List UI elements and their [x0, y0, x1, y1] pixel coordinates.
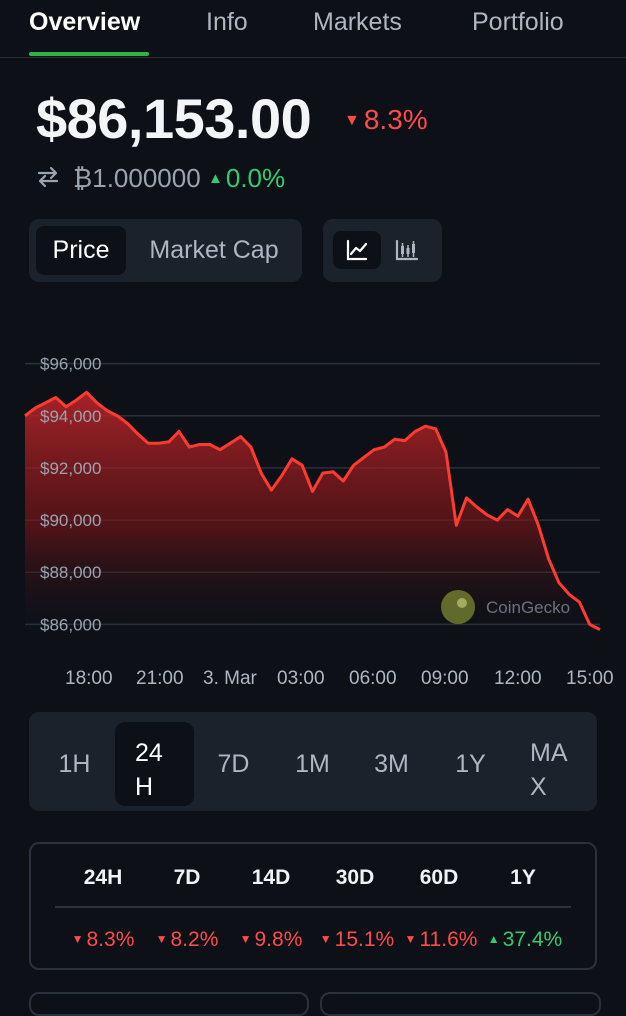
tab-bar: Overview Info Markets Portfolio — [0, 0, 626, 58]
performance-table: 24H 7D 14D 30D 60D 1Y ▼ 8.3% ▼ 8.2% ▼ 9.8% … — [29, 842, 597, 970]
watermark-text: CoinGecko — [486, 598, 570, 617]
range-label: 1M — [295, 750, 330, 778]
btc-change-value: 0.0% — [225, 163, 286, 193]
range-label: 3M — [374, 750, 409, 778]
triangle-down-icon: ▼ — [344, 112, 360, 129]
candlestick-chart-icon — [395, 239, 419, 261]
coingecko-watermark: CoinGecko — [441, 590, 570, 624]
range-3m-button[interactable]: 3M — [352, 722, 431, 806]
perf-header: 24H — [83, 866, 123, 889]
perf-value: ▼ 8.3% — [71, 928, 135, 951]
x-tick-label: 21:00 — [136, 668, 184, 689]
price-area — [25, 392, 600, 640]
x-tick-label: 18:00 — [65, 668, 113, 689]
price-change-value: 8.3% — [363, 104, 428, 135]
range-1m-button[interactable]: 1M — [273, 722, 352, 806]
range-24h-button[interactable]: 24H — [115, 722, 194, 806]
current-price: $86,153.00 — [36, 87, 312, 150]
btc-amount: ₿1.000000 — [73, 163, 201, 193]
y-tick-label: $90,000 — [40, 511, 101, 530]
perf-value: ▼ 8.2% — [155, 928, 219, 951]
range-label: 24H — [135, 739, 163, 801]
x-tick-label: 15:00 — [566, 668, 614, 689]
market-cap-toggle-button[interactable]: Market Cap — [149, 236, 279, 264]
active-tab-indicator — [29, 52, 149, 56]
tab-markets[interactable]: Markets — [313, 8, 402, 36]
range-label: MAX — [530, 739, 568, 801]
swap-arrows-icon[interactable] — [36, 165, 60, 189]
y-tick-label: $96,000 — [40, 355, 101, 374]
triangle-down-icon: ▼ — [71, 932, 84, 946]
coingecko-logo-icon — [441, 590, 475, 624]
perf-header: 1Y — [510, 866, 536, 889]
divider — [55, 906, 571, 908]
y-tick-label: $86,000 — [40, 615, 101, 634]
x-tick-label: 12:00 — [494, 668, 542, 689]
x-tick-label: 03:00 — [277, 668, 325, 689]
perf-value: ▲ 37.4% — [487, 928, 563, 951]
tab-overview[interactable]: Overview — [29, 8, 141, 36]
x-tick-label: 06:00 — [349, 668, 397, 689]
range-1h-button[interactable]: 1H — [35, 722, 114, 806]
triangle-up-icon: ▲ — [487, 932, 500, 946]
range-label: 7D — [217, 750, 250, 778]
line-chart-icon — [346, 239, 368, 261]
perf-header: 60D — [419, 866, 459, 889]
line-chart-button[interactable] — [333, 231, 381, 269]
tab-portfolio[interactable]: Portfolio — [472, 8, 564, 36]
metric-toggle: Price Market Cap — [29, 219, 302, 282]
y-tick-label: $94,000 — [40, 407, 101, 426]
perf-value: ▼ 9.8% — [239, 928, 303, 951]
time-range-selector: 1H 24H 7D 1M 3M 1Y MAX — [29, 712, 597, 811]
candlestick-chart-button[interactable] — [383, 231, 431, 269]
triangle-up-icon: ▲ — [208, 170, 223, 187]
price-toggle-button[interactable]: Price — [36, 226, 126, 275]
range-7d-button[interactable]: 7D — [194, 722, 273, 806]
range-1y-button[interactable]: 1Y — [431, 722, 510, 806]
chart-type-toggle — [323, 219, 442, 282]
price-change-24h: ▼ 8.3% — [344, 104, 428, 136]
x-tick-label: 09:00 — [421, 668, 469, 689]
range-max-button[interactable]: MAX — [510, 722, 589, 806]
stats-card — [29, 992, 309, 1016]
price-line — [24, 390, 601, 631]
stats-card — [320, 992, 601, 1016]
price-chart[interactable]: CoinGecko $96,000 $94,000 $92,000 $90,000 $8… — [0, 340, 626, 700]
btc-change: ▲ 0.0% — [208, 163, 285, 194]
range-label: 1Y — [455, 750, 486, 778]
perf-header: 14D — [251, 866, 291, 889]
perf-header: 7D — [173, 866, 201, 889]
tab-info[interactable]: Info — [206, 8, 248, 36]
perf-value: ▼ 11.6% — [404, 928, 478, 951]
triangle-down-icon: ▼ — [239, 932, 252, 946]
triangle-down-icon: ▼ — [155, 932, 168, 946]
y-tick-label: $88,000 — [40, 563, 101, 582]
triangle-down-icon: ▼ — [404, 932, 417, 946]
x-tick-label: 3. Mar — [203, 668, 258, 689]
triangle-down-icon: ▼ — [319, 932, 332, 946]
range-label: 1H — [58, 750, 91, 778]
perf-value: ▼ 15.1% — [319, 928, 395, 951]
y-tick-label: $92,000 — [40, 459, 101, 478]
perf-header: 30D — [335, 866, 375, 889]
